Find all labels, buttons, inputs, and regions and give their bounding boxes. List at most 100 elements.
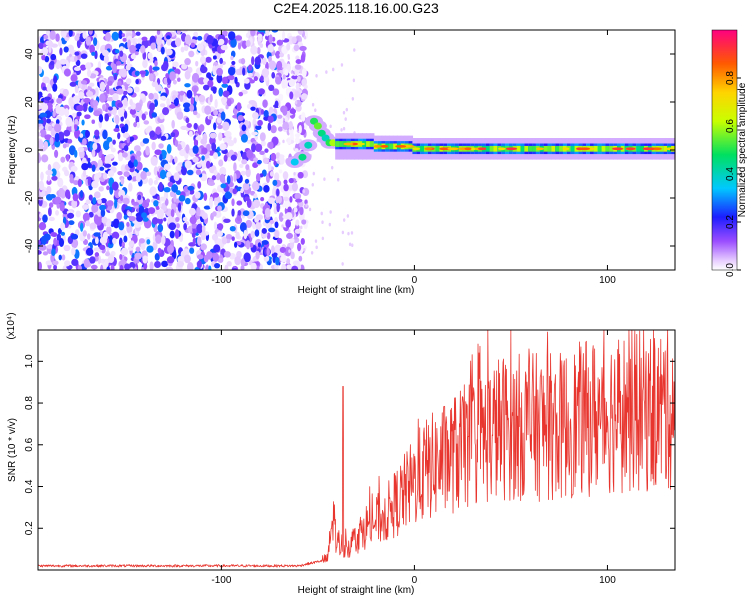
spectrogram-noise-cell [240, 188, 244, 194]
snr-y-tick-label: 0.2 [24, 521, 35, 535]
spectrogram-noise-cell [99, 81, 106, 92]
spectrogram-noise-cell [116, 211, 123, 221]
spectrogram-noise-cell [299, 45, 307, 52]
spectrogram-noise-cell [244, 178, 250, 184]
spectrogram-noise-cell [68, 220, 75, 226]
spectrogram-noise-cell [231, 208, 235, 217]
spectrogram-noise-cell [185, 144, 190, 154]
spectrogram-noise-cell [248, 99, 256, 105]
spectrogram-noise-cell [149, 130, 156, 138]
spectrogram-noise-cell [219, 173, 226, 183]
spectrogram-noise-cell [189, 247, 195, 254]
spectrogram-noise-cell [179, 94, 184, 103]
spectrogram-noise-cell [80, 222, 84, 232]
spectrogram-noise-cell [288, 121, 293, 131]
spectrogram-noise-cell [275, 256, 280, 266]
spectrogram-noise-cell [80, 64, 87, 71]
spectrogram-noise-cell [156, 30, 161, 36]
spectrogram-noise-cell [184, 70, 191, 80]
spectrogram-noise-cell [200, 243, 207, 251]
spectrogram-noise-cell [57, 228, 62, 235]
spectrogram-noise-cell [173, 97, 179, 107]
spectrogram-noise-cell [154, 252, 160, 261]
spectrogram-noise-cell [52, 83, 58, 92]
spectrogram-noise-cell [92, 100, 99, 107]
spectrogram-noise-cell [43, 34, 49, 40]
spectrogram-noise-cell [83, 258, 90, 269]
spectrogram-noise-cell [171, 184, 179, 193]
spectrogram-noise-cell [49, 137, 54, 146]
spectrogram-noise-cell [248, 79, 255, 84]
spectrogram-noise-cell [192, 110, 198, 116]
spectrogram-noise-cell [51, 168, 57, 177]
spectrogram-noise-cell [42, 214, 48, 223]
spectrogram-y-axis-label: Frequency (Hz) [7, 116, 18, 185]
spectrogram-noise-cell [267, 197, 275, 204]
spectrogram-noise-cell [262, 99, 268, 108]
spectrogram-noise-cell [233, 172, 237, 182]
spectrogram-noise-cell [160, 95, 167, 101]
spectrogram-noise-cell [169, 71, 176, 81]
snr-panel: -100 0 100 0.2 0.4 0.6 0.8 1.0 (x10⁴) Height o… [6, 312, 676, 596]
spectrogram-noise-cell [85, 247, 94, 256]
spectrogram-noise-cell [195, 60, 199, 67]
spectrogram-noise-cell [183, 107, 191, 113]
snr-series-line [38, 330, 675, 568]
spectrogram-speckle-cell [321, 236, 325, 241]
spectrogram-noise-cell [241, 124, 247, 132]
spectrogram-noise-cell [92, 197, 97, 205]
spectrogram-noise-cell [149, 65, 153, 75]
spectrogram-noise-cell [179, 234, 184, 243]
spectrogram-noise-cell [54, 149, 59, 158]
spectrogram-noise-cell [149, 102, 155, 112]
spectrogram-noise-cell [276, 237, 283, 244]
spectrogram-noise-cell [74, 128, 81, 139]
spectrogram-noise-cell [73, 66, 81, 72]
spectrogram-noise-cell [186, 89, 193, 99]
spectrogram-noise-cell [103, 54, 109, 64]
spectrogram-noise-cell [255, 124, 262, 131]
spectrogram-noise-cell [74, 84, 79, 94]
colorbar-tick-label: 0.6 [725, 119, 736, 133]
spectrogram-noise-cell [169, 191, 175, 198]
spectrogram-noise-cell [239, 66, 243, 76]
spectrogram-noise-cell [218, 87, 224, 97]
spectrogram-peak-cell [648, 147, 655, 151]
spectrogram-noise-cell [221, 83, 229, 88]
spectrogram-noise-cell [252, 111, 259, 120]
spectrogram-noise-cell [63, 129, 71, 137]
spectrogram-speckle-cell [311, 102, 315, 107]
spectrogram-noise-cell [165, 48, 173, 56]
spectrogram-noise-cell [266, 232, 271, 240]
spectrogram-noise-cell [62, 88, 69, 97]
spectrogram-noise-cell [106, 136, 113, 143]
spectrogram-tone-cell [547, 145, 553, 152]
spectrogram-noise-cell [52, 110, 56, 118]
spectrogram-noise-cell [100, 264, 104, 270]
spectrogram-noise-cell [86, 69, 92, 78]
spectrogram-noise-cell [212, 87, 217, 94]
spectrogram-noise-cell [53, 123, 62, 133]
spectrogram-noise-cell [96, 173, 102, 178]
spectrogram-speckle-cell [312, 171, 316, 176]
spectrogram-noise-cell [87, 176, 91, 187]
spectrogram-noise-cell [218, 38, 225, 46]
spectrogram-noise-cell [163, 217, 167, 222]
spectrogram-noise-cell [179, 149, 186, 157]
spectrogram-noise-cell [120, 68, 128, 78]
spectrogram-noise-cell [168, 222, 177, 231]
spectrogram-speckle-cell [310, 251, 314, 255]
spectrogram-speckle-cell [305, 203, 308, 208]
spectrogram-noise-cell [76, 39, 81, 49]
spectrogram-noise-cell [123, 97, 128, 107]
spectrogram-speckle-cell [347, 231, 350, 236]
spectrogram-noise-cell [221, 121, 230, 131]
spectrogram-peak-cell [439, 147, 448, 151]
spectrogram-peak-cell [424, 147, 433, 151]
spectrogram-noise-cell [103, 155, 112, 165]
spectrogram-noise-cell [193, 87, 197, 97]
spectrogram-noise-cell [220, 44, 228, 51]
spectrogram-noise-cell [134, 51, 139, 56]
spectrogram-noise-cell [165, 72, 170, 79]
spectrogram-noise-cell [176, 223, 180, 229]
